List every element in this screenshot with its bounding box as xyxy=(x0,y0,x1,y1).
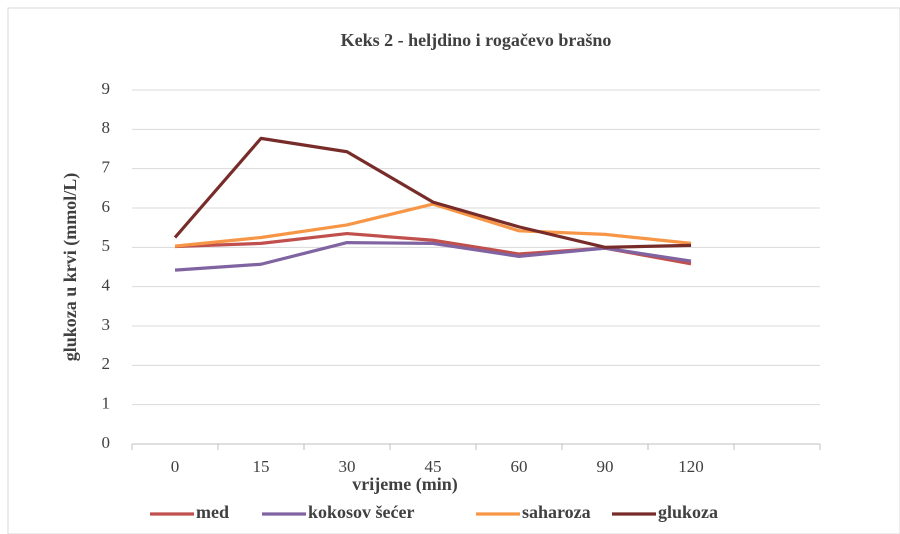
x-tick-label: 0 xyxy=(171,457,180,476)
legend-label: med xyxy=(196,502,229,522)
y-tick-label: 6 xyxy=(102,197,111,216)
x-tick-label: 120 xyxy=(678,457,704,476)
y-tick-label: 3 xyxy=(102,315,111,334)
chart-title: Keks 2 - heljdino i rogačevo brašno xyxy=(341,30,612,50)
y-axis-label: glukoza u krvi (mmol/L) xyxy=(60,173,81,362)
y-tick-label: 8 xyxy=(102,118,111,137)
series-line xyxy=(173,136,692,249)
legend-label: saharoza xyxy=(522,502,591,522)
chart-frame xyxy=(7,7,900,534)
y-tick-label: 1 xyxy=(102,394,111,413)
x-tick-label: 30 xyxy=(339,457,356,476)
x-tick-label: 15 xyxy=(253,457,270,476)
y-tick-label: 2 xyxy=(102,354,111,373)
x-tick-label: 45 xyxy=(425,457,442,476)
series-line xyxy=(174,202,692,248)
y-tick-label: 7 xyxy=(102,158,111,177)
y-tick-label: 9 xyxy=(102,79,111,98)
x-axis-label: vrijeme (min) xyxy=(352,474,457,495)
legend-label: glukoza xyxy=(658,502,718,522)
x-tick-label: 90 xyxy=(597,457,614,476)
x-tick-label: 60 xyxy=(511,457,528,476)
y-tick-label: 5 xyxy=(102,236,111,255)
legend-label: kokosov šećer xyxy=(308,502,415,522)
y-tick-label: 4 xyxy=(102,276,111,295)
y-tick-label: 0 xyxy=(102,433,111,452)
